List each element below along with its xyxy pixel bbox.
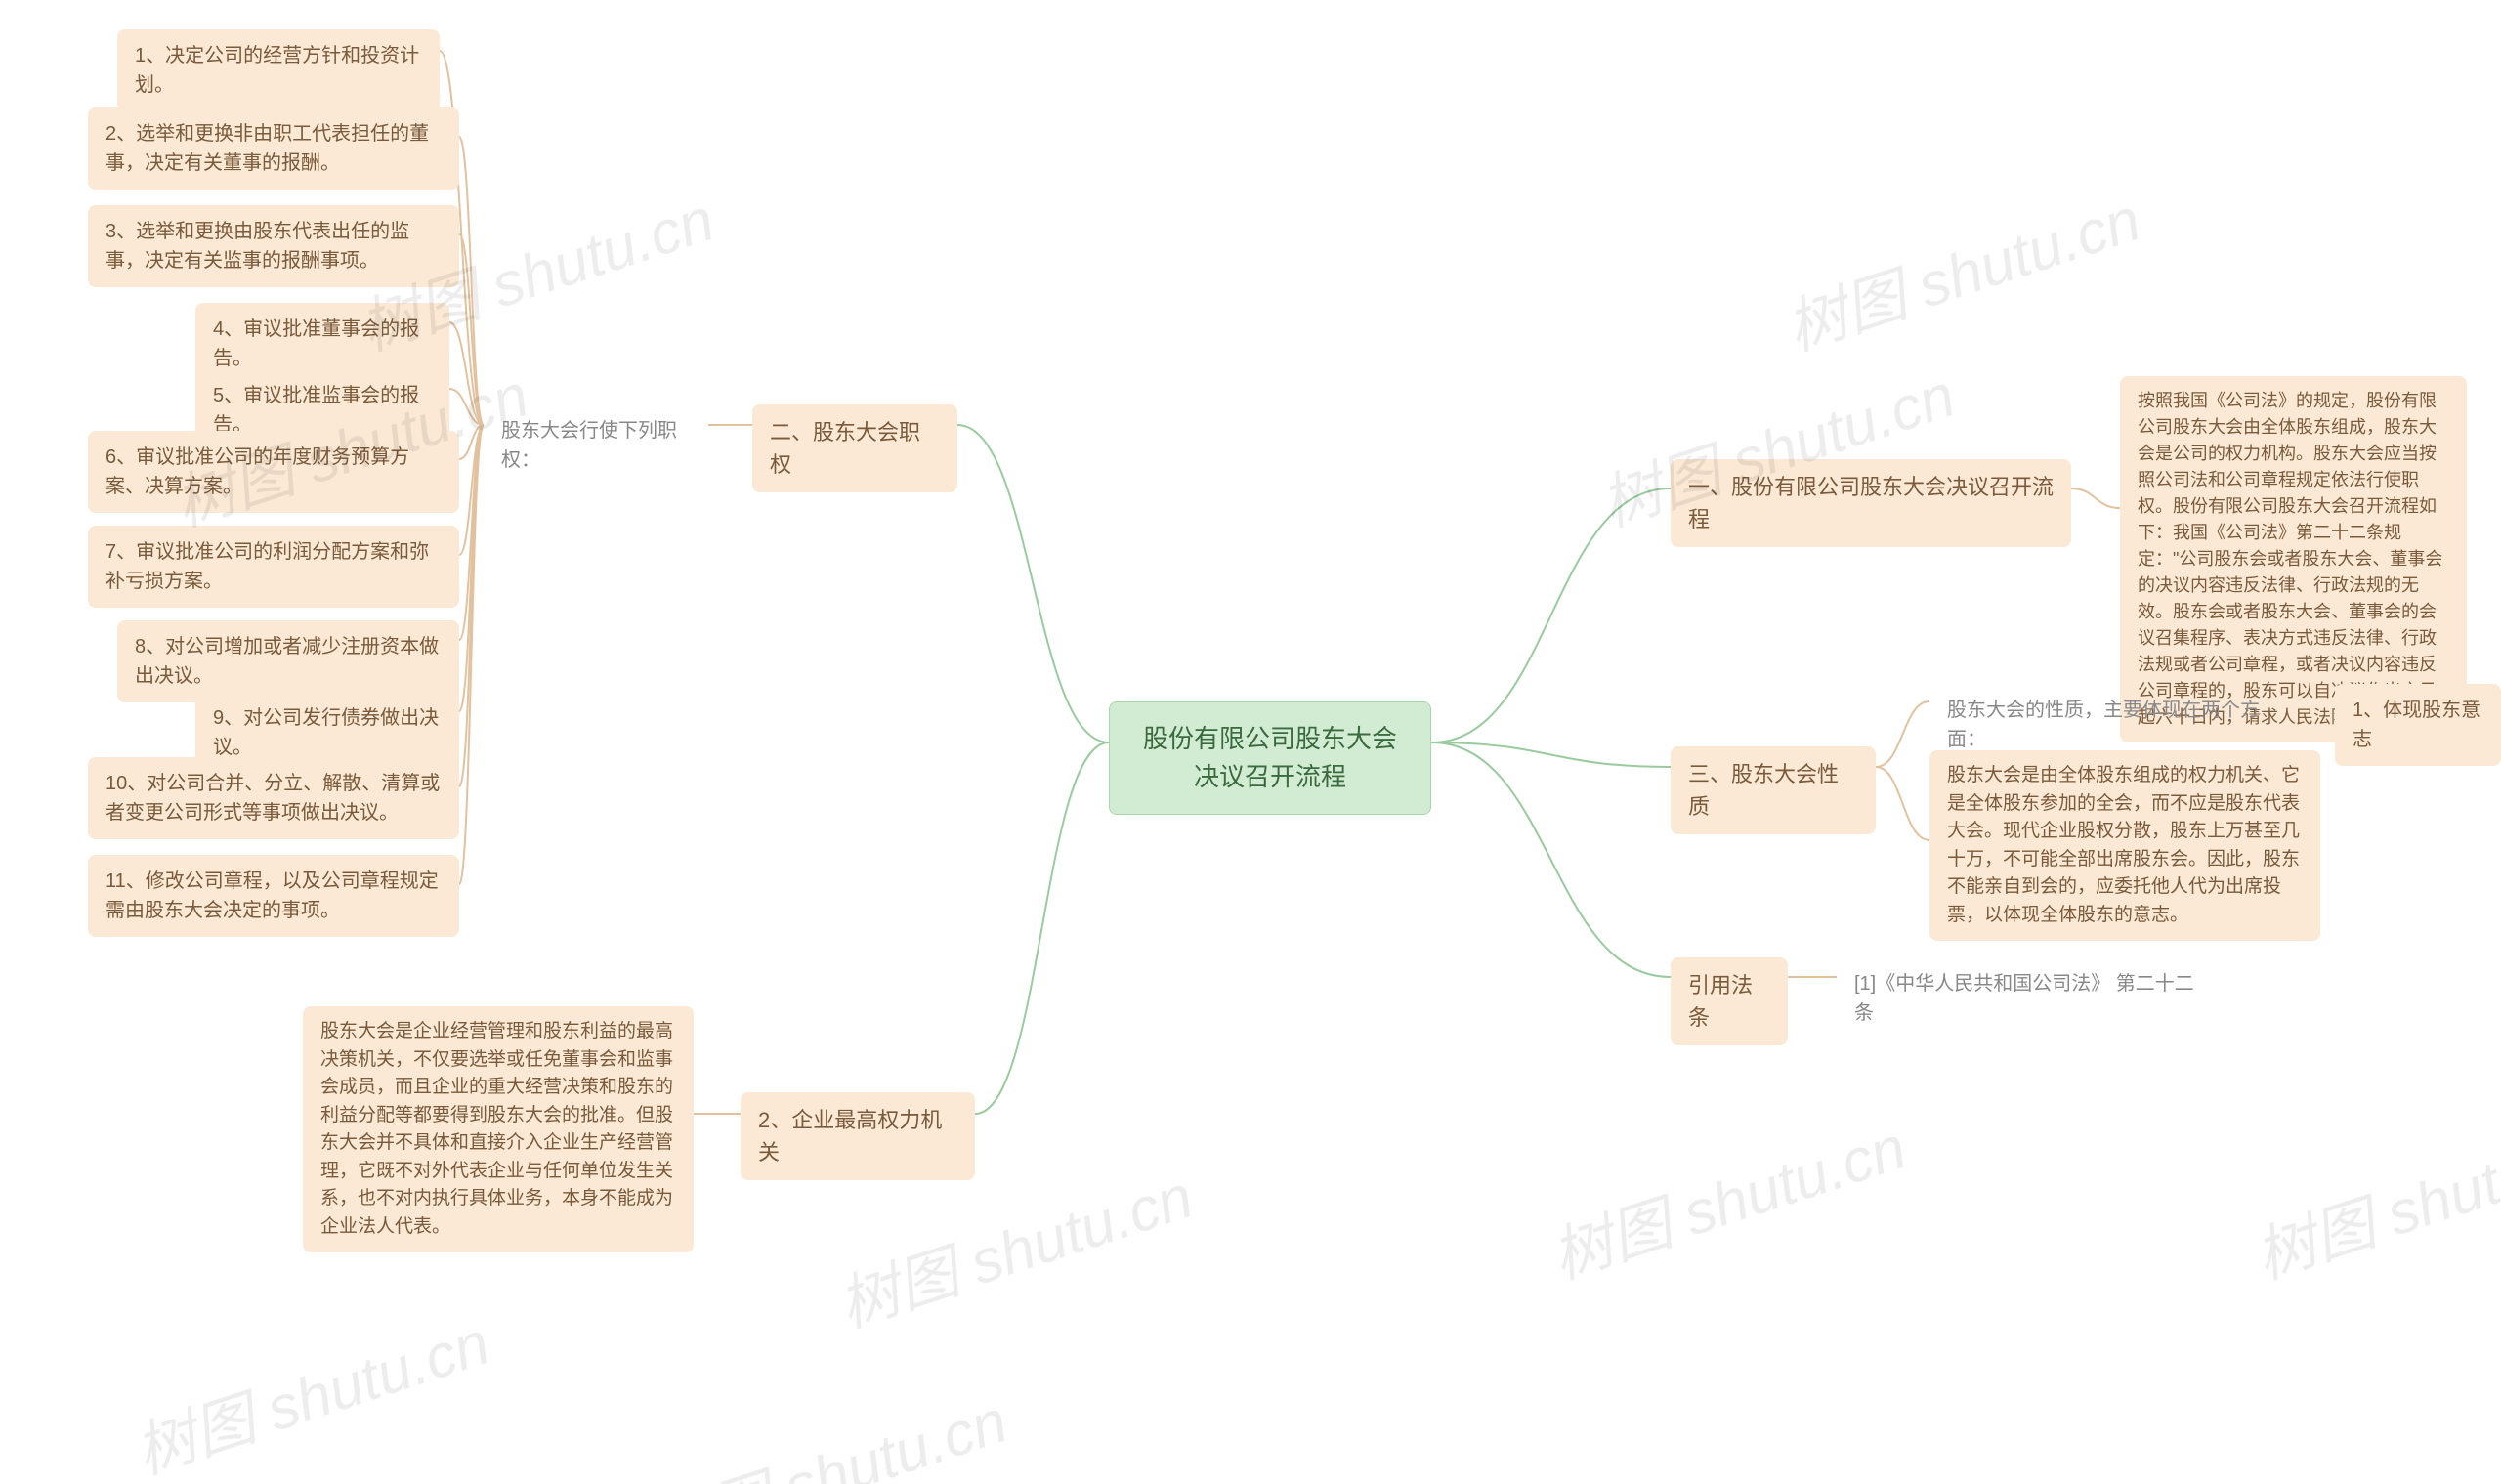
leaf-r2c1a: 1、体现股东意志 [2335,684,2501,766]
leaf-l1c1f: 6、审议批准公司的年度财务预算方案、决算方案。 [88,431,459,513]
leaf-l1c1g: 7、审议批准公司的利润分配方案和弥补亏损方案。 [88,526,459,608]
plain-l1c1: 股东大会行使下列职权： [484,404,708,487]
leaf-r2c2: 股东大会是由全体股东组成的权力机关、它是全体股东参加的全会，而不应是股东代表大会… [1929,750,2320,941]
watermark: 树图 shutu.cn [122,1293,498,1484]
leaf-l2c1: 股东大会是企业经营管理和股东利益的最高决策机关，不仅要选举或任免董事会和监事会成… [303,1006,694,1252]
watermark: 树图 shutu.cn [2242,1098,2501,1295]
mindmap-canvas: 股份有限公司股东大会决议召开流程 一、股份有限公司股东大会决议召开流程 按照我国… [0,0,2501,1484]
watermark: 树图 shutu.cn [1773,170,2149,367]
branch-l1: 二、股东大会职权 [752,404,957,492]
leaf-l1c1k: 11、修改公司章程，以及公司章程规定需由股东大会决定的事项。 [88,855,459,937]
watermark: 树图 shutu.cn [640,1372,1016,1484]
leaf-l1c1a: 1、决定公司的经营方针和投资计划。 [117,29,440,111]
root-node: 股份有限公司股东大会决议召开流程 [1109,701,1431,815]
leaf-l1c1b: 2、选举和更换非由职工代表担任的董事，决定有关董事的报酬。 [88,107,459,190]
leaf-l1c1c: 3、选举和更换由股东代表出任的监事，决定有关监事的报酬事项。 [88,205,459,287]
branch-l2: 2、企业最高权力机关 [741,1092,975,1180]
watermark: 树图 shutu.cn [1539,1098,1915,1295]
leaf-l1c1h: 8、对公司增加或者减少注册资本做出决议。 [117,620,459,702]
branch-r3: 引用法条 [1671,957,1788,1045]
plain-r3c1: [1]《中华人民共和国公司法》 第二十二条 [1837,957,2227,1039]
leaf-l1c1j: 10、对公司合并、分立、解散、清算或者变更公司形式等事项做出决议。 [88,757,459,839]
branch-r1: 一、股份有限公司股东大会决议召开流程 [1671,459,2071,547]
branch-r2: 三、股东大会性质 [1671,746,1876,834]
